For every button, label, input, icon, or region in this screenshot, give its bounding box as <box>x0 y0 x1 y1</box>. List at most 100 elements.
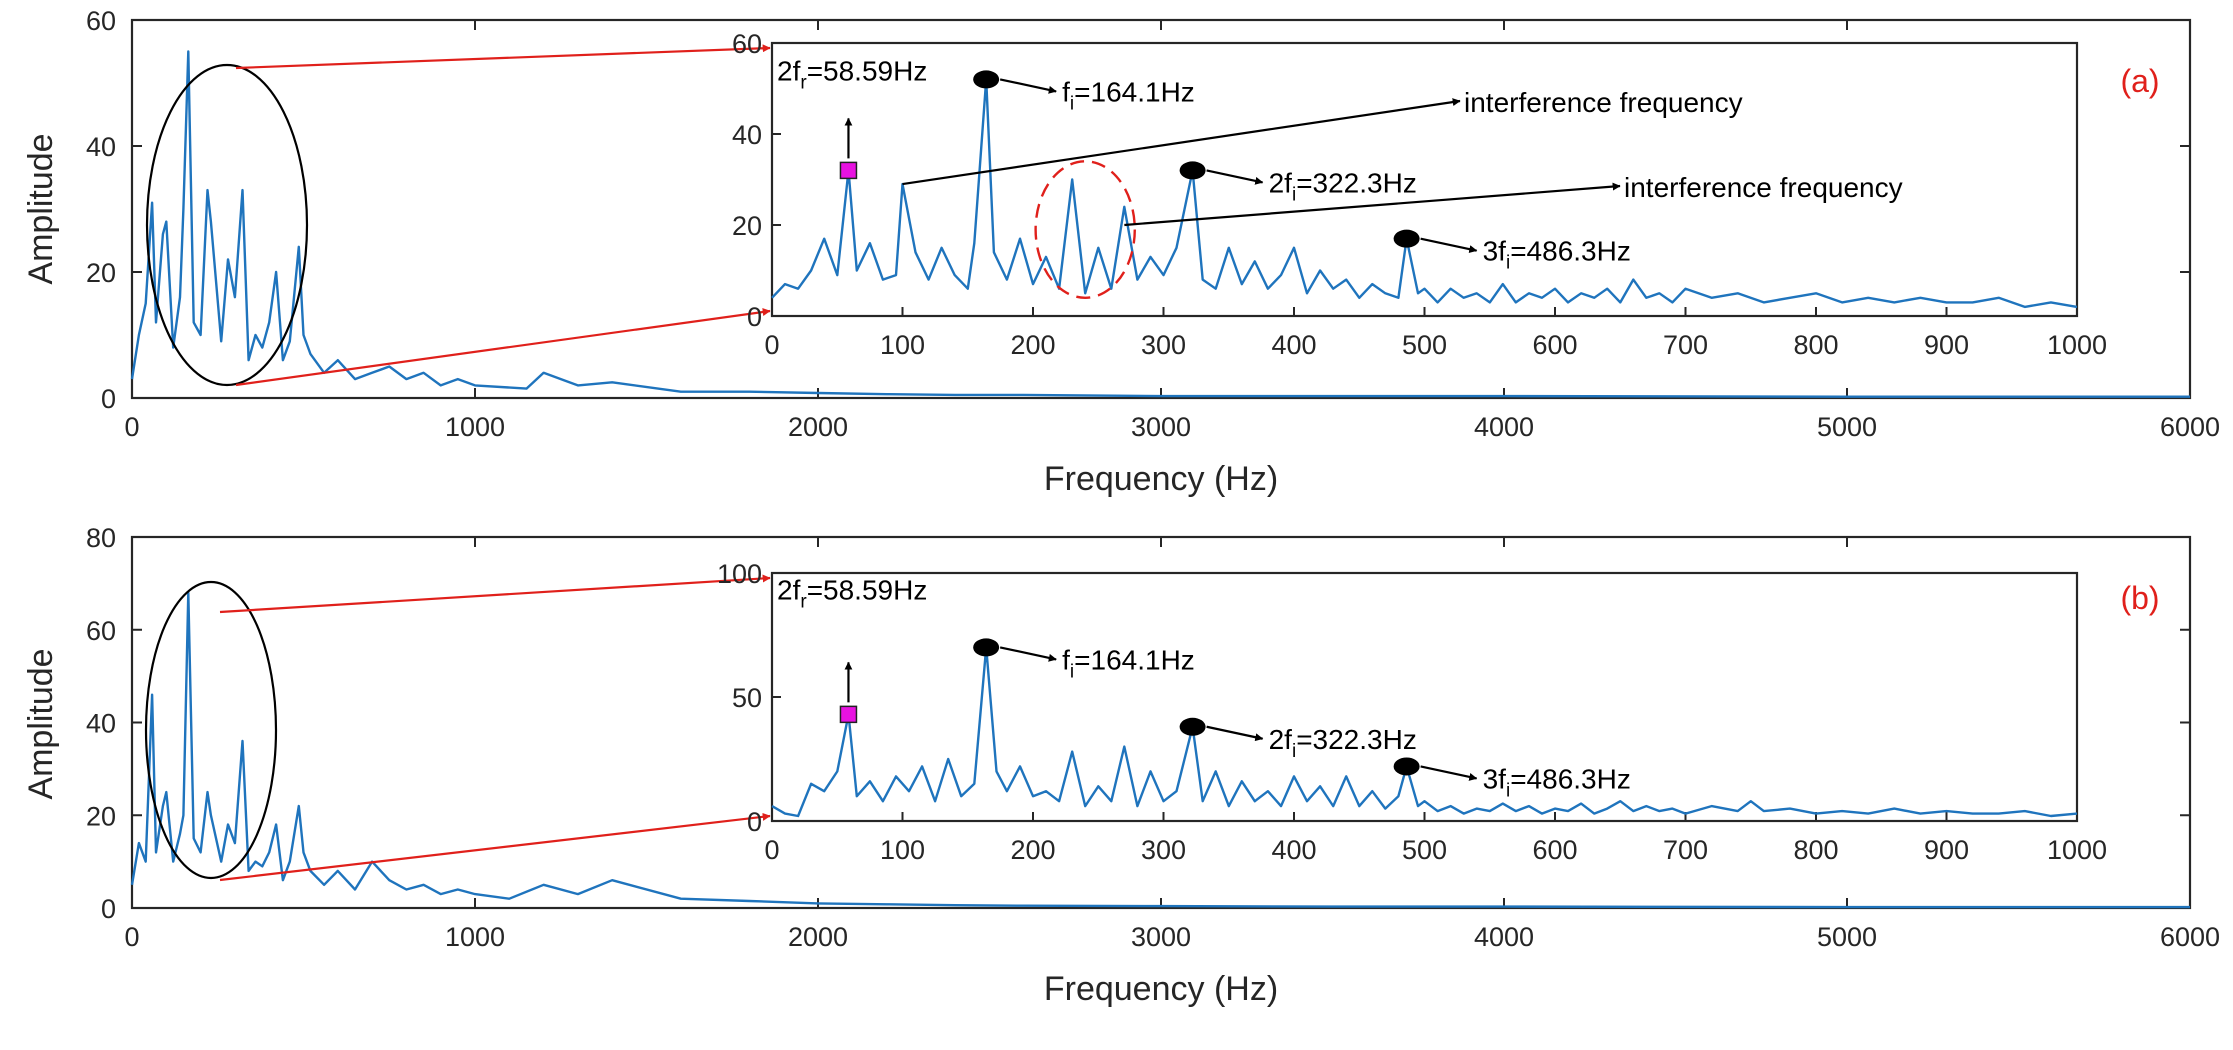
y-axis-label: Amplitude <box>22 648 60 799</box>
marker-2fr <box>839 161 858 180</box>
inset-x-tick-label: 900 <box>1924 330 1969 360</box>
label-2fr: 2fr=58.59Hz <box>777 574 927 612</box>
x-tick-label: 5000 <box>1817 922 1877 952</box>
inset-x-tick-label: 700 <box>1663 835 1708 865</box>
inset-x-tick-label: 500 <box>1402 330 1447 360</box>
inset-x-tick-label: 300 <box>1141 330 1186 360</box>
inset-series-line <box>771 78 2078 309</box>
inset-x-tick-label: 900 <box>1924 835 1969 865</box>
zoom-arrow-bottom <box>235 308 771 387</box>
x-tick-label: 6000 <box>2160 922 2220 952</box>
panel-a: 0 1000 2000 3000 4000 5000 60000204060Frequenc… <box>22 6 2220 498</box>
zoom-ellipse <box>145 63 309 387</box>
x-tick-label: 3000 <box>1131 412 1191 442</box>
label-fi: fi=164.1Hz <box>1062 644 1195 682</box>
label-interference: interference frequency <box>1624 172 1903 203</box>
arrow-interference <box>902 98 1461 186</box>
marker-fi <box>973 70 1000 89</box>
zoom-arrow-top <box>219 574 771 614</box>
arrow-fi <box>999 78 1057 94</box>
panel-tag: (a) <box>2120 63 2159 99</box>
inset-y-tick-label: 20 <box>732 211 762 241</box>
inset-series-line <box>771 646 2078 818</box>
marker-fi <box>973 638 1000 657</box>
inset-y-tick-label: 0 <box>747 807 762 837</box>
inset-x-tick-label: 100 <box>880 330 925 360</box>
inset-chart: 0 100 200 300 400 500 600 700 800 900 1000 0 50 100 2f… <box>717 559 2107 865</box>
label-interference: interference frequency <box>1464 87 1743 118</box>
inset-x-tick-label: 1000 <box>2047 835 2107 865</box>
y-axis-label: Amplitude <box>22 133 60 284</box>
inset-chart: 0 100 200 300 400 500 600 700 800 900 1000 0 20 40 60 2… <box>732 29 2107 360</box>
inset-x-tick-label: 100 <box>880 835 925 865</box>
marker-2fi <box>1179 161 1206 180</box>
label-fi: fi=164.1Hz <box>1062 76 1195 114</box>
inset-y-tick-label: 40 <box>732 120 762 150</box>
inset-x-tick-label: 0 <box>764 835 779 865</box>
x-tick-label: 4000 <box>1474 922 1534 952</box>
inset-y-tick-label: 50 <box>732 683 762 713</box>
y-tick-label: 60 <box>86 6 116 36</box>
inset-x-tick-label: 0 <box>764 330 779 360</box>
inset-x-tick-label: 600 <box>1532 835 1577 865</box>
x-tick-label: 0 <box>124 412 139 442</box>
marker-2fi <box>1179 717 1206 736</box>
y-tick-label: 60 <box>86 616 116 646</box>
inset-y-tick-label: 100 <box>717 559 762 589</box>
x-tick-label: 6000 <box>2160 412 2220 442</box>
inset-y-tick-label: 0 <box>747 302 762 332</box>
inset-x-tick-label: 800 <box>1793 835 1838 865</box>
panel-b: 0 1000 2000 3000 4000 5000 6000020406080Freque… <box>22 523 2220 1008</box>
x-axis-label: Frequency (Hz) <box>1044 460 1278 498</box>
arrow-fi <box>999 646 1057 662</box>
x-tick-label: 2000 <box>788 922 848 952</box>
y-tick-label: 40 <box>86 132 116 162</box>
inset-x-tick-label: 1000 <box>2047 330 2107 360</box>
inset-x-tick-label: 700 <box>1663 330 1708 360</box>
zoom-arrow-bottom <box>219 812 771 882</box>
y-tick-label: 0 <box>101 894 116 924</box>
arrow-2fi <box>1206 725 1264 742</box>
arrow-3fi <box>1420 237 1478 254</box>
x-axis-label: Frequency (Hz) <box>1044 970 1278 1008</box>
y-tick-label: 20 <box>86 258 116 288</box>
x-tick-label: 3000 <box>1131 922 1191 952</box>
inset-x-tick-label: 500 <box>1402 835 1447 865</box>
label-2fi: 2fi=322.3Hz <box>1269 167 1417 205</box>
marker-2fr <box>839 705 858 724</box>
interference-ellipse <box>1034 160 1136 300</box>
inset-x-tick-label: 300 <box>1141 835 1186 865</box>
y-tick-label: 80 <box>86 523 116 553</box>
label-2fi: 2fi=322.3Hz <box>1269 724 1417 762</box>
arrow-interference <box>1124 182 1621 227</box>
x-tick-label: 0 <box>124 922 139 952</box>
y-tick-label: 0 <box>101 384 116 414</box>
y-tick-label: 20 <box>86 801 116 831</box>
inset-axes-box <box>770 571 2079 823</box>
x-tick-label: 5000 <box>1817 412 1877 442</box>
series-line-spectrum <box>130 591 2190 909</box>
arrow-3fi <box>1420 765 1478 781</box>
inset-x-tick-label: 600 <box>1532 330 1577 360</box>
inset-x-tick-label: 400 <box>1271 330 1316 360</box>
label-3fi: 3fi=486.3Hz <box>1483 763 1631 801</box>
x-tick-label: 4000 <box>1474 412 1534 442</box>
inset-y-tick-label: 60 <box>732 29 762 59</box>
zoom-ellipse <box>144 580 278 880</box>
y-tick-label: 40 <box>86 709 116 739</box>
label-2fr: 2fr=58.59Hz <box>777 55 927 93</box>
marker-3fi <box>1393 757 1420 776</box>
x-tick-label: 1000 <box>445 412 505 442</box>
inset-x-tick-label: 400 <box>1271 835 1316 865</box>
inset-x-tick-label: 200 <box>1010 330 1055 360</box>
zoom-arrow-top <box>235 44 771 70</box>
x-tick-label: 1000 <box>445 922 505 952</box>
arrow-2fi <box>1206 169 1264 185</box>
x-tick-label: 2000 <box>788 412 848 442</box>
label-3fi: 3fi=486.3Hz <box>1483 236 1631 274</box>
marker-3fi <box>1393 229 1420 248</box>
panel-tag: (b) <box>2120 580 2159 616</box>
series-line-spectrum <box>130 50 2190 398</box>
inset-x-tick-label: 800 <box>1793 330 1838 360</box>
